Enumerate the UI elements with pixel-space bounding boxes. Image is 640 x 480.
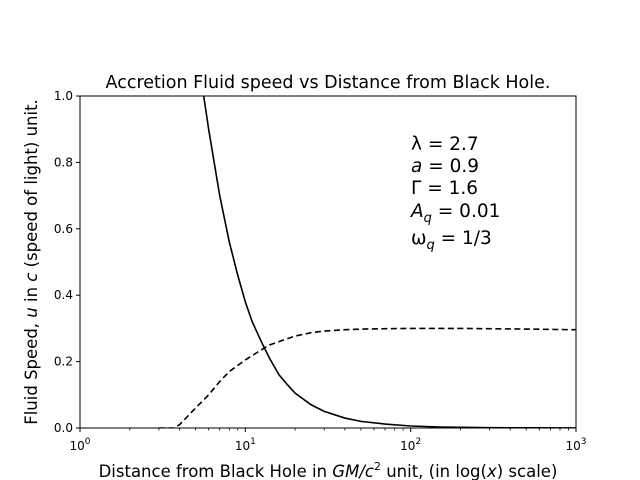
x-axis-label: Distance from Black Hole in GM/c2 unit, … (99, 460, 558, 480)
dashed-series-line (158, 327, 576, 428)
y-tick-label: 1.0 (54, 89, 73, 103)
y-tick-label: 0.4 (54, 288, 73, 302)
y-tick-label: 0.2 (54, 355, 73, 369)
solid-series-line (202, 96, 576, 428)
annotation-5: ωq = 1/3 (411, 228, 492, 253)
x-tick-label: 103 (565, 437, 586, 453)
x-tick-label: 101 (235, 437, 256, 453)
annotation-4: Aq = 0.01 (410, 201, 500, 226)
series-layer (158, 96, 576, 428)
x-tick-label: 100 (69, 437, 90, 453)
annotation-2: a = 0.9 (411, 156, 479, 177)
plot-frame (79, 95, 577, 429)
y-tick-label: 0.8 (54, 155, 73, 169)
annotation-1: λ = 2.7 (411, 134, 479, 155)
chart-title: Accretion Fluid speed vs Distance from B… (106, 73, 551, 93)
y-tick-label: 0.0 (54, 421, 73, 435)
x-tick-label: 102 (400, 437, 421, 453)
y-axis-label: Fluid Speed, u in c (speed of light) uni… (22, 99, 41, 425)
y-tick-label: 0.6 (54, 222, 73, 236)
annotation-3: Γ = 1.6 (411, 178, 478, 199)
tick-label-layer: 0.0 0.2 0.4 0.6 0.8 1.0 100 101 102 103 (54, 89, 587, 453)
